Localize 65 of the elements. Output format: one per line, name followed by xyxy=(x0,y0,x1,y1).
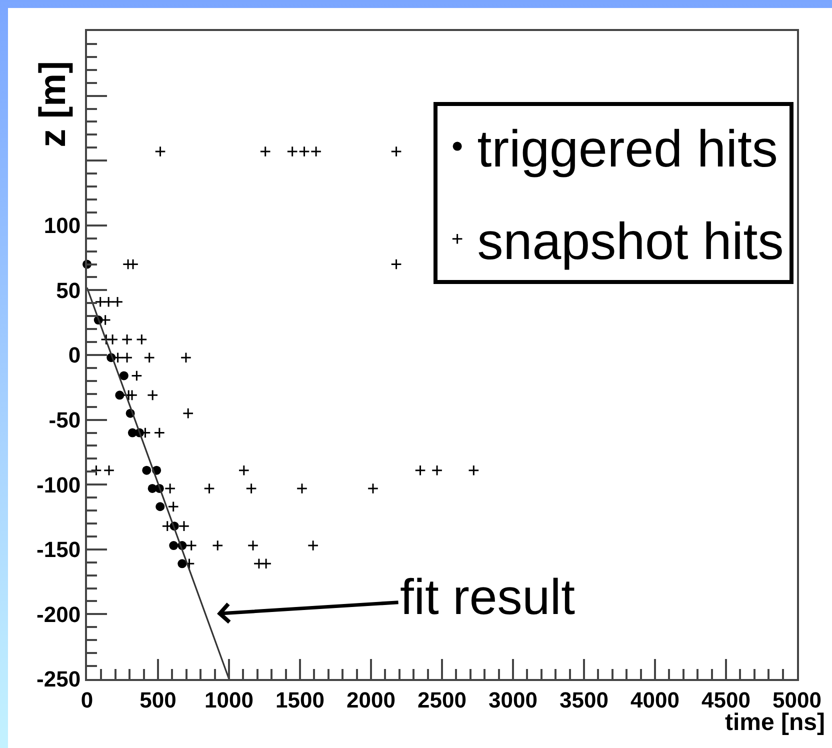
point xyxy=(106,334,118,346)
point xyxy=(112,296,124,308)
y-tick-label: -250 xyxy=(36,666,81,692)
x-tick-label: 4000 xyxy=(630,687,680,712)
point xyxy=(178,559,187,568)
point xyxy=(136,334,148,346)
point xyxy=(186,540,198,552)
x-tick-label: 500 xyxy=(140,687,176,712)
point xyxy=(390,258,402,270)
annotation: fit result xyxy=(400,569,576,625)
point xyxy=(238,464,250,476)
point xyxy=(286,146,298,158)
point xyxy=(367,482,379,494)
x-tick-label: 3500 xyxy=(560,687,608,712)
point xyxy=(94,296,106,308)
point xyxy=(126,390,138,401)
point xyxy=(180,352,192,364)
x-tick-label: 3000 xyxy=(488,687,538,712)
legend-label: triggered hits xyxy=(477,120,778,179)
y-tick-label: 0 xyxy=(68,342,81,368)
point xyxy=(146,390,158,401)
point xyxy=(431,464,443,476)
point xyxy=(168,500,179,512)
point xyxy=(247,540,259,552)
point xyxy=(310,146,322,158)
point xyxy=(102,296,114,308)
point xyxy=(169,541,178,550)
y-tick-label: -200 xyxy=(36,602,81,627)
point xyxy=(142,466,152,475)
point xyxy=(260,146,271,158)
point xyxy=(414,464,426,476)
point xyxy=(131,370,142,382)
point xyxy=(156,502,165,512)
x-tick-label: 1500 xyxy=(276,687,324,712)
x-tick-label: 2000 xyxy=(346,687,396,712)
point xyxy=(260,558,272,570)
point xyxy=(204,482,215,494)
point xyxy=(154,146,166,158)
point xyxy=(164,482,176,494)
y-tick-label: -100 xyxy=(36,472,81,498)
point xyxy=(119,371,128,380)
point xyxy=(178,520,190,532)
y-tick-label: 100 xyxy=(44,213,81,238)
point xyxy=(103,464,115,476)
point xyxy=(296,482,308,494)
y-tick-label: -150 xyxy=(36,537,81,562)
point xyxy=(121,334,133,346)
point xyxy=(298,146,310,158)
point xyxy=(154,427,166,438)
point xyxy=(115,390,124,400)
point xyxy=(307,540,319,552)
y-axis-title: z [m] xyxy=(32,61,73,148)
point xyxy=(390,146,402,158)
x-tick-label: 2500 xyxy=(418,687,466,712)
point xyxy=(212,540,224,552)
point xyxy=(121,352,133,364)
point xyxy=(468,464,480,476)
y-tick-label: -50 xyxy=(48,408,81,432)
x-tick-label: 1000 xyxy=(204,687,254,712)
point xyxy=(144,352,155,364)
point xyxy=(90,464,102,476)
y-tick-label: 50 xyxy=(56,278,81,303)
point xyxy=(246,482,257,494)
legend-label: snapshot hits xyxy=(477,213,784,272)
point xyxy=(182,408,194,419)
